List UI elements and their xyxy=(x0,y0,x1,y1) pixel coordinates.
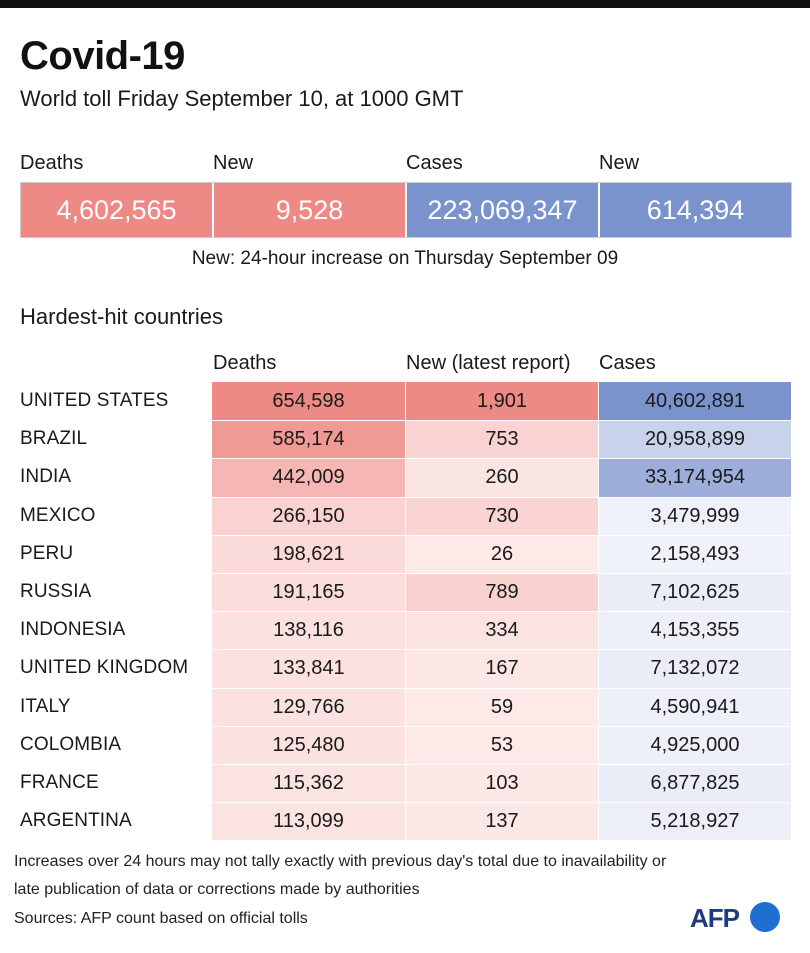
table-row: RUSSIA 191,165 789 7,102,625 xyxy=(20,572,792,612)
table-row: INDIA 442,009 260 33,174,954 xyxy=(20,458,792,497)
deaths-cell: 129,766 xyxy=(212,687,405,726)
deaths-cell: 125,480 xyxy=(212,725,405,764)
column-header-cases: Cases xyxy=(599,352,656,374)
deaths-cell: 115,362 xyxy=(212,763,405,803)
cases-cell: 4,153,355 xyxy=(598,611,791,650)
country-name: BRAZIL xyxy=(20,428,88,450)
cases-cell: 6,877,825 xyxy=(598,763,791,803)
column-header-new: New (latest report) xyxy=(406,352,571,374)
summary-label-cases: Cases xyxy=(406,152,463,174)
cases-cell: 5,218,927 xyxy=(598,802,791,841)
new-cell: 1,901 xyxy=(405,382,598,421)
summary-label-new-cases: New xyxy=(599,152,640,174)
country-name: INDONESIA xyxy=(20,619,126,641)
country-name: ARGENTINA xyxy=(20,810,132,832)
afp-logo: AFP xyxy=(690,901,780,933)
summary-new-deaths-value: 9,528 xyxy=(212,183,405,237)
table-row: COLOMBIA 125,480 53 4,925,000 xyxy=(20,725,792,764)
cases-cell: 4,925,000 xyxy=(598,725,791,764)
deaths-cell: 654,598 xyxy=(212,382,405,421)
deaths-cell: 198,621 xyxy=(212,534,405,573)
table-row: UNITED STATES 654,598 1,901 40,602,891 xyxy=(20,382,792,421)
summary-labels: Deaths New Cases New xyxy=(20,152,792,180)
top-rule xyxy=(0,0,810,8)
table-column-headers: Deaths New (latest report) Cases xyxy=(0,352,810,380)
summary-deaths-value: 4,602,565 xyxy=(21,183,212,237)
deaths-cell: 266,150 xyxy=(212,496,405,535)
country-name: FRANCE xyxy=(20,771,99,793)
page-subtitle: World toll Friday September 10, at 1000 … xyxy=(20,86,464,111)
cases-cell: 33,174,954 xyxy=(598,458,791,497)
summary-note: New: 24-hour increase on Thursday Septem… xyxy=(191,248,619,269)
cases-cell: 7,132,072 xyxy=(598,649,791,688)
cases-cell: 2,158,493 xyxy=(598,534,791,573)
new-cell: 137 xyxy=(405,802,598,841)
countries-table: UNITED STATES 654,598 1,901 40,602,891 BRAZI… xyxy=(20,382,792,841)
new-cell: 730 xyxy=(405,496,598,535)
column-header-deaths: Deaths xyxy=(213,352,277,374)
country-name: UNITED STATES xyxy=(20,390,169,412)
new-cell: 103 xyxy=(405,763,598,803)
new-cell: 26 xyxy=(405,534,598,573)
deaths-cell: 191,165 xyxy=(212,572,405,612)
summary-box: 4,602,565 9,528 223,069,347 614,394 xyxy=(20,182,792,238)
page-title: Covid-19 xyxy=(20,34,185,78)
country-name: ITALY xyxy=(20,695,71,717)
country-name: INDIA xyxy=(20,466,72,488)
summary-label-new-deaths: New xyxy=(213,152,254,174)
country-name: MEXICO xyxy=(20,504,96,526)
table-row: INDONESIA 138,116 334 4,153,355 xyxy=(20,611,792,650)
deaths-cell: 442,009 xyxy=(212,458,405,497)
table-row: UNITED KINGDOM 133,841 167 7,132,072 xyxy=(20,649,792,688)
new-cell: 334 xyxy=(405,611,598,650)
table-row: MEXICO 266,150 730 3,479,999 xyxy=(20,496,792,535)
new-cell: 789 xyxy=(405,572,598,612)
table-row: ARGENTINA 113,099 137 5,218,927 xyxy=(20,802,792,841)
afp-logo-globe-icon xyxy=(750,902,780,932)
summary-label-deaths: Deaths xyxy=(20,152,84,174)
deaths-cell: 138,116 xyxy=(212,611,405,650)
new-cell: 753 xyxy=(405,420,598,459)
cases-cell: 20,958,899 xyxy=(598,420,791,459)
table-row: PERU 198,621 26 2,158,493 xyxy=(20,534,792,573)
country-name: UNITED KINGDOM xyxy=(20,657,189,679)
table-title: Hardest-hit countries xyxy=(20,304,223,329)
country-name: RUSSIA xyxy=(20,581,92,603)
country-name: COLOMBIA xyxy=(20,733,122,755)
summary-cases-value: 223,069,347 xyxy=(405,183,598,237)
afp-logo-text: AFP xyxy=(690,903,740,933)
new-cell: 167 xyxy=(405,649,598,688)
cases-cell: 3,479,999 xyxy=(598,496,791,535)
footnote: Increases over 24 hours may not tally ex… xyxy=(14,853,667,898)
cases-cell: 4,590,941 xyxy=(598,687,791,726)
sources: Sources: AFP count based on official tol… xyxy=(14,910,308,927)
table-row: BRAZIL 585,174 753 20,958,899 xyxy=(20,420,792,459)
table-row: FRANCE 115,362 103 6,877,825 xyxy=(20,763,792,803)
cases-cell: 40,602,891 xyxy=(598,382,791,421)
summary-new-cases-value: 614,394 xyxy=(598,183,791,237)
new-cell: 59 xyxy=(405,687,598,726)
new-cell: 53 xyxy=(405,725,598,764)
table-row: ITALY 129,766 59 4,590,941 xyxy=(20,687,792,726)
country-name: PERU xyxy=(20,542,74,564)
new-cell: 260 xyxy=(405,458,598,497)
deaths-cell: 113,099 xyxy=(212,802,405,841)
deaths-cell: 133,841 xyxy=(212,649,405,688)
cases-cell: 7,102,625 xyxy=(598,572,791,612)
deaths-cell: 585,174 xyxy=(212,420,405,459)
